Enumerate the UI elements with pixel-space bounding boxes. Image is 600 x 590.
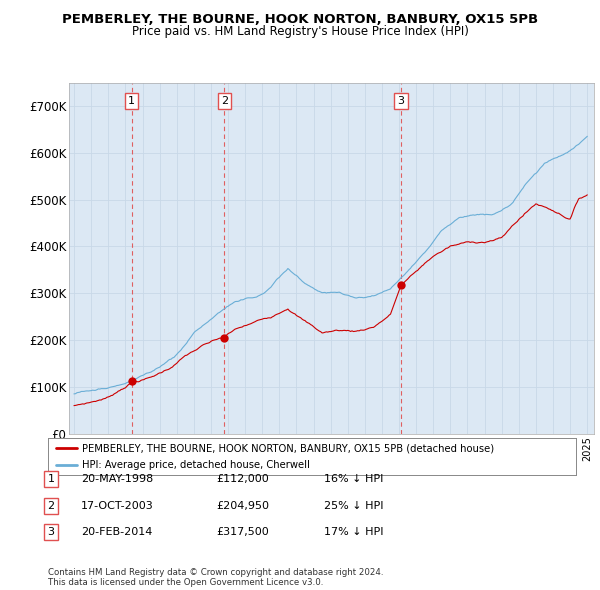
Text: 20-FEB-2014: 20-FEB-2014	[81, 527, 152, 537]
Text: 20-MAY-1998: 20-MAY-1998	[81, 474, 153, 484]
Text: 16% ↓ HPI: 16% ↓ HPI	[324, 474, 383, 484]
Text: HPI: Average price, detached house, Cherwell: HPI: Average price, detached house, Cher…	[82, 460, 310, 470]
Text: Price paid vs. HM Land Registry's House Price Index (HPI): Price paid vs. HM Land Registry's House …	[131, 25, 469, 38]
Text: PEMBERLEY, THE BOURNE, HOOK NORTON, BANBURY, OX15 5PB (detached house): PEMBERLEY, THE BOURNE, HOOK NORTON, BANB…	[82, 443, 494, 453]
Text: 2: 2	[47, 501, 55, 510]
Text: 17% ↓ HPI: 17% ↓ HPI	[324, 527, 383, 537]
Text: 17-OCT-2003: 17-OCT-2003	[81, 501, 154, 510]
Text: 25% ↓ HPI: 25% ↓ HPI	[324, 501, 383, 510]
Text: 1: 1	[128, 96, 135, 106]
Text: 3: 3	[47, 527, 55, 537]
Text: 3: 3	[398, 96, 404, 106]
Text: £317,500: £317,500	[216, 527, 269, 537]
Text: Contains HM Land Registry data © Crown copyright and database right 2024.
This d: Contains HM Land Registry data © Crown c…	[48, 568, 383, 587]
Text: 2: 2	[221, 96, 228, 106]
Text: £112,000: £112,000	[216, 474, 269, 484]
Text: £204,950: £204,950	[216, 501, 269, 510]
Text: PEMBERLEY, THE BOURNE, HOOK NORTON, BANBURY, OX15 5PB: PEMBERLEY, THE BOURNE, HOOK NORTON, BANB…	[62, 13, 538, 26]
Text: 1: 1	[47, 474, 55, 484]
